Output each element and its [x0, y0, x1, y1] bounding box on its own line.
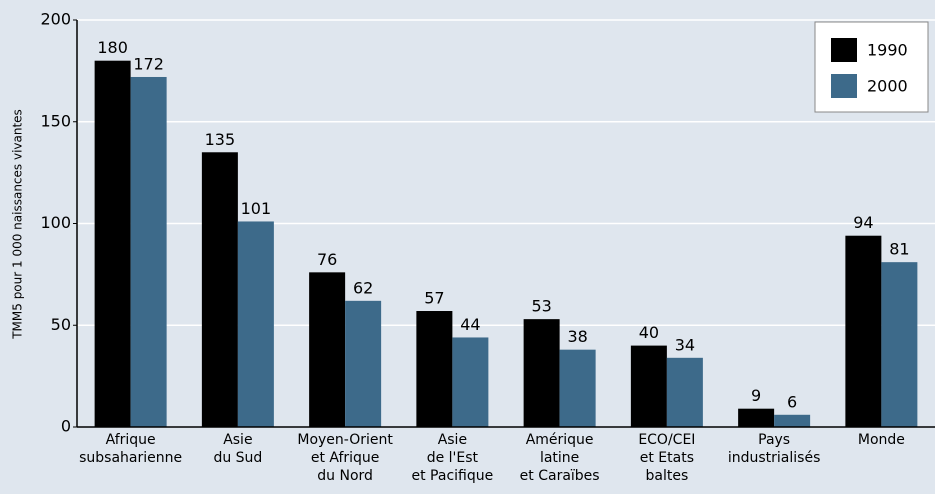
value-label: 34 [675, 335, 695, 354]
bar [881, 262, 918, 427]
x-tick-label: latine [540, 450, 579, 466]
y-tick-label: 100 [40, 213, 71, 232]
y-tick-label: 0 [61, 417, 71, 436]
legend-swatch [831, 74, 857, 98]
y-axis-label: TMM5 pour 1 000 naissances vivantes [11, 109, 25, 340]
value-label: 9 [751, 386, 761, 405]
x-tick-label: et Etats [640, 450, 694, 466]
bar [630, 345, 667, 427]
value-label: 57 [424, 289, 444, 308]
x-tick-label: Moyen-Orient [297, 432, 393, 448]
value-label: 76 [317, 250, 337, 269]
value-label: 38 [567, 327, 587, 346]
value-label: 62 [353, 278, 373, 297]
x-tick-label: Pays [758, 432, 790, 448]
value-label: 101 [241, 199, 272, 218]
bar [201, 152, 238, 427]
y-tick-label: 50 [51, 315, 71, 334]
bar [452, 337, 489, 427]
x-tick-label: et Afrique [311, 450, 380, 466]
value-label: 94 [853, 213, 873, 232]
x-tick-label: Asie [438, 432, 467, 448]
value-label: 172 [133, 54, 164, 73]
x-tick-label: baltes [645, 468, 688, 484]
x-tick-label: Afrique [106, 432, 156, 448]
bar [416, 311, 453, 427]
bar [309, 272, 346, 427]
bar [738, 408, 775, 427]
legend-box [814, 21, 929, 113]
value-label: 40 [639, 323, 659, 342]
value-label: 135 [205, 130, 236, 149]
value-label: 81 [889, 240, 909, 259]
value-label: 53 [531, 297, 551, 316]
value-label: 180 [97, 38, 128, 57]
value-label: 6 [787, 392, 797, 411]
y-tick-label: 200 [40, 10, 71, 29]
bar [94, 60, 131, 427]
x-tick-label: de l'Est [427, 450, 479, 466]
legend-label: 2000 [867, 77, 908, 96]
bar [559, 349, 596, 427]
bar [130, 76, 167, 427]
bar [523, 319, 560, 427]
x-tick-label: ECO/CEI [638, 432, 695, 448]
x-tick-label: et Caraïbes [520, 468, 600, 484]
x-tick-label: industrialisés [728, 450, 821, 466]
bar [774, 414, 811, 427]
x-tick-label: du Nord [317, 468, 373, 484]
x-tick-label: du Sud [213, 450, 262, 466]
legend-swatch [831, 38, 857, 62]
value-label: 44 [460, 315, 480, 334]
legend-label: 1990 [867, 41, 908, 60]
bar [666, 357, 703, 427]
x-tick-label: Monde [858, 432, 905, 448]
bar [845, 235, 882, 427]
x-tick-label: et Pacifique [412, 468, 494, 484]
x-tick-label: Amérique [526, 432, 594, 448]
bar [345, 300, 382, 427]
y-tick-label: 150 [40, 111, 71, 130]
x-tick-label: Asie [223, 432, 252, 448]
x-tick-label: subsaharienne [79, 450, 182, 466]
bar [237, 221, 274, 427]
